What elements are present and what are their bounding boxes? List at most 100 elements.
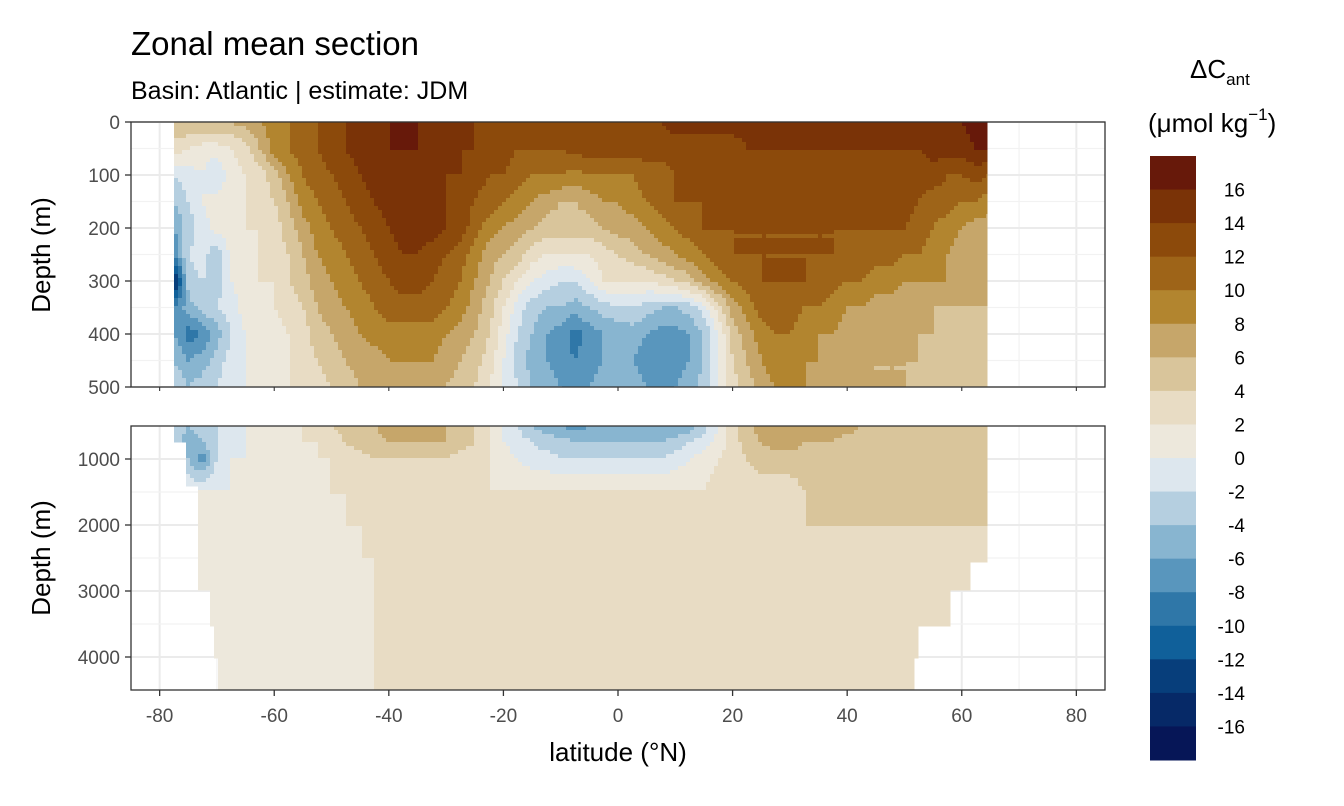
field-cell — [513, 154, 583, 159]
field-cell — [185, 190, 219, 195]
field-cell — [289, 206, 303, 211]
field-cell — [525, 250, 615, 255]
field-cell — [289, 146, 319, 151]
field-cell — [181, 346, 207, 351]
field-cell — [577, 350, 603, 355]
field-cell — [205, 314, 227, 319]
field-cell — [513, 342, 531, 347]
field-cell — [517, 426, 535, 431]
field-cell — [521, 434, 555, 439]
field-cell — [693, 298, 707, 303]
field-cell — [517, 330, 535, 335]
field-cell — [185, 446, 207, 451]
field-cell — [173, 374, 183, 379]
field-cell — [629, 238, 659, 243]
field-cell — [513, 190, 551, 195]
field-cell — [641, 302, 691, 307]
field-cell — [677, 378, 699, 383]
field-cell — [749, 366, 767, 371]
field-cell — [173, 330, 187, 335]
field-cell — [693, 242, 735, 247]
field-cell — [381, 214, 447, 219]
field-cell — [737, 434, 759, 439]
field-cell — [729, 342, 743, 347]
field-cell — [197, 538, 363, 543]
field-cell — [293, 226, 311, 231]
field-cell — [245, 202, 275, 207]
field-cell — [601, 354, 635, 359]
field-cell — [701, 222, 907, 227]
field-cell — [481, 310, 495, 315]
field-cell — [693, 322, 707, 327]
field-cell — [833, 242, 927, 247]
field-cell — [361, 286, 395, 291]
field-cell — [601, 270, 655, 275]
field-cell — [685, 366, 703, 371]
field-cell — [729, 334, 743, 339]
field-cell — [925, 242, 955, 247]
field-cell — [301, 210, 323, 215]
field-cell — [173, 198, 187, 203]
field-cell — [529, 370, 555, 375]
field-cell — [197, 506, 347, 511]
field-cell — [417, 122, 475, 127]
field-cell — [345, 306, 375, 311]
field-cell — [357, 378, 451, 383]
field-cell — [345, 130, 391, 135]
field-cell — [489, 486, 707, 491]
field-cell — [289, 354, 315, 359]
field-cell — [281, 182, 295, 187]
field-cell — [473, 282, 491, 287]
field-cell — [673, 178, 947, 183]
field-cell — [297, 202, 319, 207]
field-cell — [433, 238, 463, 243]
field-cell — [585, 426, 695, 431]
y-tick-label: 3000 — [78, 582, 120, 603]
field-cell — [205, 254, 223, 259]
field-cell — [609, 230, 651, 235]
field-cell — [289, 274, 311, 279]
field-cell — [193, 262, 207, 267]
field-cell — [749, 462, 988, 467]
field-cell — [953, 206, 988, 211]
field-cell — [377, 206, 447, 211]
field-cell — [701, 210, 915, 215]
field-cell — [437, 346, 467, 351]
field-cell — [177, 338, 187, 343]
field-cell — [453, 370, 479, 375]
field-cell — [761, 362, 807, 367]
y-tick-label: 4000 — [78, 648, 120, 669]
field-cell — [573, 266, 599, 271]
field-cell — [173, 290, 179, 295]
field-cell — [217, 158, 239, 163]
field-cell — [469, 222, 483, 227]
field-cell — [345, 142, 391, 147]
field-cell — [545, 358, 603, 363]
field-cell — [469, 250, 483, 255]
field-cell — [701, 314, 711, 319]
field-cell — [461, 266, 479, 271]
field-cell — [713, 434, 727, 439]
field-cell — [449, 250, 471, 255]
field-cell — [725, 434, 739, 439]
field-cell — [565, 170, 583, 175]
field-cell — [257, 262, 291, 267]
field-cell — [969, 134, 988, 139]
field-cell — [497, 330, 511, 335]
field-cell — [837, 286, 899, 291]
field-cell — [545, 338, 571, 343]
field-cell — [177, 366, 207, 371]
field-cell — [293, 154, 323, 159]
field-cell — [177, 290, 183, 295]
field-cell — [237, 158, 255, 163]
field-cell — [373, 678, 915, 683]
field-cell — [473, 198, 507, 203]
field-cell — [313, 242, 343, 247]
field-cell — [793, 322, 839, 327]
field-cell — [173, 310, 187, 315]
field-cell — [273, 294, 299, 299]
field-cell — [545, 354, 575, 359]
field-cell — [417, 138, 475, 143]
field-cell — [173, 438, 183, 443]
field-cell — [497, 206, 527, 211]
